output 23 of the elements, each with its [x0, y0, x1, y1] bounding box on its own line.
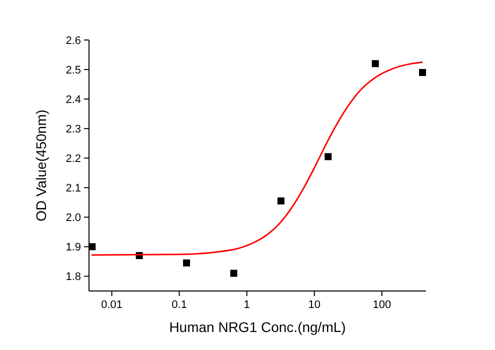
- x-tick-label: 0.1: [172, 299, 187, 311]
- y-tick-label: 1.9: [66, 242, 81, 254]
- x-tick-label: 1: [244, 299, 250, 311]
- y-tick-label: 2.1: [66, 182, 81, 195]
- y-tick-label: 2.2: [66, 153, 81, 166]
- y-tick-label: 1.8: [66, 271, 81, 284]
- point: [88, 243, 96, 250]
- point: [277, 197, 284, 204]
- y-axis-title: OD Value(450nm): [33, 110, 49, 222]
- x-axis-title: Human NRG1 Conc.(ng/mL): [169, 319, 346, 335]
- point: [419, 68, 426, 76]
- point: [183, 259, 190, 266]
- point: [372, 60, 379, 68]
- x-tick-label: 0.01: [101, 299, 122, 311]
- y-tick-label: 2.6: [66, 35, 81, 47]
- point: [230, 270, 238, 277]
- x-tick-label: 100: [372, 299, 392, 311]
- point: [324, 153, 332, 160]
- x-tick-label: 10: [308, 299, 320, 311]
- y-tick-label: 2.3: [66, 124, 81, 136]
- y-tick-label: 2.5: [66, 64, 81, 77]
- y-tick-label: 2.4: [66, 94, 81, 106]
- y-tick-label: 2.0: [66, 212, 81, 224]
